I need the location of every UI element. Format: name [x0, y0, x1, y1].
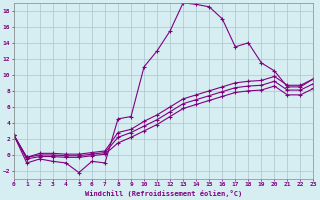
X-axis label: Windchill (Refroidissement éolien,°C): Windchill (Refroidissement éolien,°C) [85, 190, 242, 197]
